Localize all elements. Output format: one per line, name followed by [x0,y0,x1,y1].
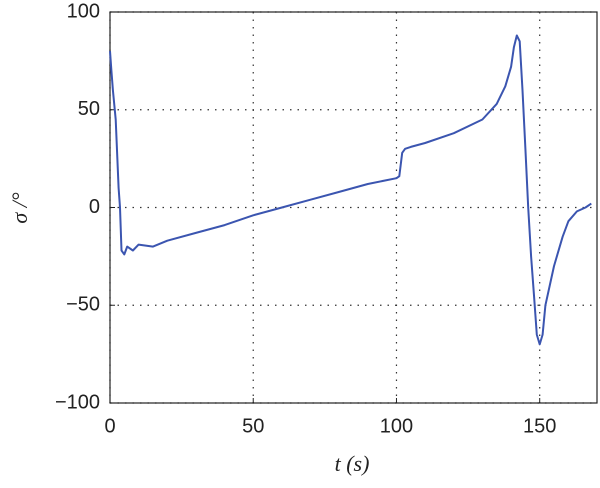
y-tick-label: 0 [89,196,100,218]
x-tick-label: 50 [242,415,264,437]
x-tick-label: 150 [523,415,556,437]
y-tick-label: −100 [55,391,100,413]
x-tick-label: 0 [104,415,115,437]
y-tick-label: 100 [67,0,100,22]
x-axis-label: t (s) [335,451,370,476]
y-axis-label: σ /° [7,192,32,223]
plot-frame [109,11,598,404]
x-tick-label: 100 [380,415,413,437]
data-line [109,34,592,346]
y-tick-label: −50 [66,294,100,316]
y-tick-label: 50 [78,98,100,120]
